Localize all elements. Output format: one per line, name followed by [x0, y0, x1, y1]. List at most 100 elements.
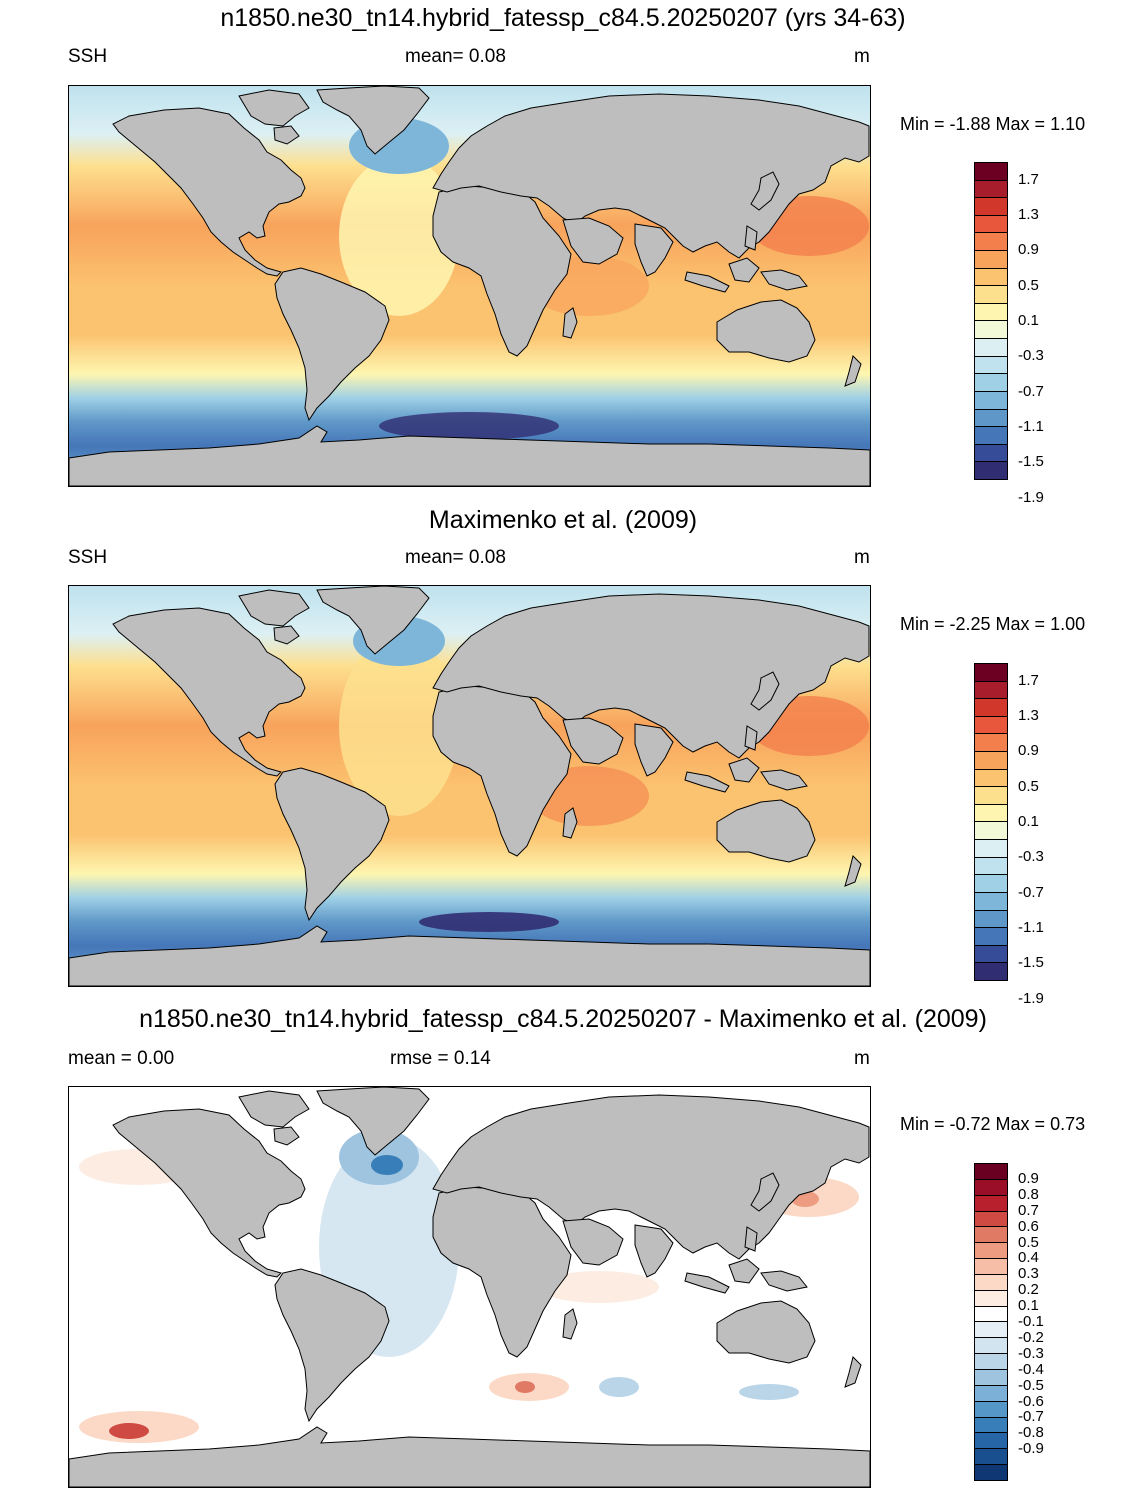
panel2-colorbar-tick-label: -0.3	[1018, 848, 1044, 866]
panel1-colorbar-tick-label: 1.7	[1018, 170, 1039, 188]
panel3-colorbar-tick-label: 0.1	[1018, 1297, 1039, 1315]
panel1-title: n1850.ne30_tn14.hybrid_fatessp_c84.5.202…	[220, 4, 906, 32]
panel3-difference-field	[69, 1087, 870, 1487]
panel1-ssh-field	[69, 86, 870, 486]
panel2-colorbar-color-box	[975, 752, 1007, 770]
panel3-colorbar-tick-label: 0.3	[1018, 1265, 1039, 1283]
panel2-colorbar-color-box	[975, 857, 1007, 876]
panel2-colorbar-color-box	[975, 928, 1007, 946]
panel2-colorbar-tick-label: -1.1	[1018, 919, 1044, 936]
panel1-colorbar-tick-label: 0.1	[1018, 312, 1039, 329]
panel3-title: n1850.ne30_tn14.hybrid_fatessp_c84.5.202…	[139, 1005, 987, 1033]
panel1-colorbar-tick-label: -1.5	[1018, 453, 1044, 471]
panel3-colorbar-color-box	[975, 1385, 1007, 1402]
panel3-colorbar-color-box	[975, 1243, 1007, 1260]
panel3-colorbar-color-box	[975, 1306, 1007, 1323]
panel2-colorbar-tick-label: -1.9	[1018, 989, 1044, 1007]
panel1-colorbar-color-box	[975, 427, 1007, 445]
panel2-colorbar-color-box	[975, 734, 1007, 753]
panel3-colorbar-color-box	[975, 1164, 1007, 1180]
panel3-colorbar-color-box	[975, 1433, 1007, 1450]
panel2-colorbar-color-box	[975, 699, 1007, 717]
panel3-colorbar-color-box	[975, 1417, 1007, 1434]
panel2-colorbar-color-box	[975, 822, 1007, 841]
panel3-colorbar-color-box	[975, 1354, 1007, 1370]
panel3-colorbar-tick-label: -0.7	[1018, 1408, 1044, 1426]
panel1-colorbar-color-box	[975, 286, 1007, 304]
panel2-colorbar-color-box	[975, 892, 1007, 911]
panel3-colorbar-tick-label: 0.7	[1018, 1201, 1039, 1219]
panel2-colorbar	[974, 663, 1008, 981]
panel3-colorbar-tick-label: -0.3	[1018, 1344, 1044, 1362]
panel1-minmax: Min = -1.88 Max = 1.10	[900, 114, 1086, 134]
panel3-colorbar-color-box	[975, 1465, 1007, 1480]
panel3-colorbar-tick-label: 0.4	[1018, 1249, 1039, 1267]
panel3-colorbar-color-box	[975, 1369, 1007, 1386]
panel2-colorbar-color-box	[975, 804, 1007, 823]
panel2-colorbar-tick-label: 0.9	[1018, 742, 1039, 760]
panel2-colorbar-tick-label: 1.3	[1018, 707, 1039, 724]
panel3-colorbar-tick-label: 0.5	[1018, 1233, 1039, 1251]
panel2-colorbar-color-box	[975, 769, 1007, 788]
panel2-variable-label: SSH	[68, 547, 108, 568]
panel1-colorbar-color-box	[975, 462, 1007, 479]
panel1-colorbar-color-box	[975, 233, 1007, 252]
panel1-colorbar-color-box	[975, 374, 1007, 392]
panel2-colorbar-tick-label: 0.5	[1018, 777, 1039, 795]
panel1-colorbar-color-box	[975, 339, 1007, 357]
panel3-colorbar-tick-label: 0.9	[1018, 1169, 1039, 1187]
panel3-mean-label: mean = 0.00	[68, 1048, 175, 1069]
panel2-mean-label: mean= 0.08	[405, 547, 506, 568]
panel1-colorbar	[974, 162, 1008, 480]
panel1-colorbar-color-box	[975, 409, 1007, 428]
panel3-colorbar-tick-label: -0.5	[1018, 1376, 1044, 1394]
panel3-colorbar-color-box	[975, 1195, 1007, 1212]
panel3-colorbar-color-box	[975, 1274, 1007, 1291]
panel2-colorbar-color-box	[975, 681, 1007, 700]
panel1-colorbar-tick-label: -1.9	[1018, 488, 1044, 506]
panel2-colorbar-color-box	[975, 963, 1007, 980]
panel3-colorbar-color-box	[975, 1290, 1007, 1307]
panel3-colorbar-tick-label: -0.4	[1018, 1360, 1044, 1378]
panel1-colorbar-color-box	[975, 321, 1007, 340]
panel2-colorbar-color-box	[975, 910, 1007, 929]
panel2-colorbar-color-box	[975, 664, 1007, 682]
panel1-colorbar-tick-label: 1.3	[1018, 206, 1039, 223]
panel3-colorbar	[974, 1163, 1008, 1481]
panel3-colorbar-color-box	[975, 1259, 1007, 1275]
panel3-colorbar-color-box	[975, 1211, 1007, 1228]
panel1-colorbar-color-box	[975, 303, 1007, 322]
panel3-minmax: Min = -0.72 Max = 0.73	[900, 1114, 1086, 1134]
panel1-colorbar-tick-label: -0.7	[1018, 382, 1044, 400]
panel2-colorbar-tick-label: 0.1	[1018, 813, 1039, 830]
panel1-colorbar-color-box	[975, 180, 1007, 199]
panel3-colorbar-color-box	[975, 1401, 1007, 1418]
panel3-colorbar-color-box	[975, 1179, 1007, 1196]
panel2-colorbar-color-box	[975, 945, 1007, 964]
panel1-units-label: m	[854, 46, 870, 67]
panel2-colorbar-tick-label: -0.7	[1018, 883, 1044, 901]
panel3-map	[68, 1086, 871, 1488]
panel3-units-label: m	[854, 1048, 870, 1069]
panel1-mean-label: mean= 0.08	[405, 46, 506, 67]
panel1-colorbar-tick-label: -1.1	[1018, 418, 1044, 435]
panel2-colorbar-color-box	[975, 787, 1007, 805]
panel3-rmse-label: rmse = 0.14	[390, 1048, 491, 1069]
panel3-colorbar-color-box	[975, 1227, 1007, 1244]
panel2-colorbar-tick-label: -1.5	[1018, 954, 1044, 972]
panel3-colorbar-tick-label: 0.6	[1018, 1217, 1039, 1235]
panel1-colorbar-tick-label: 0.9	[1018, 241, 1039, 259]
panel2-units-label: m	[854, 547, 870, 568]
panel2-ssh-field	[69, 586, 870, 986]
panel3-colorbar-color-box	[975, 1449, 1007, 1466]
panel1-colorbar-color-box	[975, 268, 1007, 287]
panel3-colorbar-tick-label: -0.6	[1018, 1392, 1044, 1410]
panel3-colorbar-color-box	[975, 1322, 1007, 1339]
panel1-colorbar-tick-label: -0.3	[1018, 347, 1044, 365]
panel1-colorbar-color-box	[975, 198, 1007, 216]
panel1-colorbar-color-box	[975, 356, 1007, 375]
panel2-map	[68, 585, 871, 987]
panel2-colorbar-tick-label: 1.7	[1018, 671, 1039, 689]
panel1-colorbar-color-box	[975, 163, 1007, 181]
panel1-colorbar-color-box	[975, 251, 1007, 269]
